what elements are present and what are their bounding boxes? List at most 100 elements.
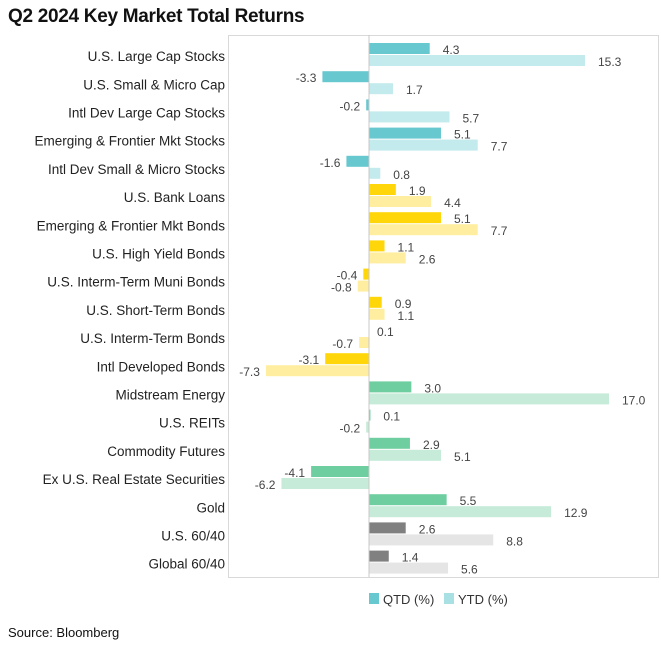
- qtd-data-label: 1.9: [409, 184, 426, 198]
- category-label: U.S. Large Cap Stocks: [88, 49, 226, 64]
- qtd-data-label: 2.9: [423, 438, 440, 452]
- ytd-bar: [369, 83, 393, 95]
- source-note: Source: Bloomberg: [8, 625, 120, 640]
- qtd-bar: [369, 437, 410, 449]
- category-label: Emerging & Frontier Mkt Bonds: [37, 218, 226, 233]
- qtd-data-label: -0.4: [337, 269, 358, 283]
- category-label: U.S. High Yield Bonds: [92, 247, 225, 262]
- ytd-data-label: 5.1: [454, 450, 471, 464]
- category-label: Intl Developed Bonds: [97, 359, 226, 374]
- qtd-data-label: 2.6: [419, 522, 436, 536]
- ytd-data-label: 5.6: [461, 563, 478, 577]
- ytd-data-label: -7.3: [239, 365, 260, 379]
- ytd-bar: [369, 111, 450, 123]
- qtd-data-label: -3.3: [296, 71, 317, 85]
- ytd-data-label: 7.7: [491, 224, 508, 238]
- category-label: U.S. Interm-Term Bonds: [80, 331, 225, 346]
- qtd-data-label: 0.1: [383, 410, 400, 424]
- category-label: Ex U.S. Real Estate Securities: [43, 472, 226, 487]
- ytd-data-label: -6.2: [255, 478, 276, 492]
- category-label: U.S. 60/40: [161, 529, 225, 544]
- ytd-bar: [265, 365, 369, 377]
- qtd-bar: [369, 381, 412, 393]
- qtd-data-label: 3.0: [424, 381, 441, 395]
- ytd-bar: [369, 308, 385, 320]
- category-label: Intl Dev Large Cap Stocks: [68, 106, 225, 121]
- qtd-data-label: 1.1: [398, 240, 415, 254]
- ytd-bar: [369, 139, 478, 151]
- category-label: Midstream Energy: [115, 388, 225, 403]
- ytd-data-label: 12.9: [564, 506, 588, 520]
- qtd-bar: [369, 184, 396, 195]
- ytd-data-label: 7.7: [491, 140, 508, 154]
- category-label: Emerging & Frontier Mkt Stocks: [34, 134, 225, 149]
- chart-title: Q2 2024 Key Market Total Returns: [8, 6, 305, 27]
- ytd-data-label: -0.8: [331, 281, 352, 295]
- ytd-bar: [369, 393, 609, 405]
- category-label: Gold: [196, 500, 225, 515]
- ytd-data-label: 17.0: [622, 393, 646, 407]
- qtd-data-label: 1.4: [402, 551, 419, 565]
- legend-label: QTD (%): [383, 592, 434, 607]
- legend-swatch: [444, 593, 454, 604]
- qtd-data-label: 0.9: [395, 297, 412, 311]
- legend-swatch: [369, 593, 379, 604]
- qtd-data-label: 4.3: [443, 43, 460, 57]
- ytd-data-label: 8.8: [506, 534, 523, 548]
- ytd-data-label: 15.3: [598, 55, 622, 69]
- plot-frame: [228, 35, 659, 578]
- qtd-bar: [369, 550, 389, 562]
- ytd-data-label: 2.6: [419, 252, 436, 266]
- ytd-bar: [357, 280, 369, 292]
- qtd-bar: [369, 43, 430, 54]
- qtd-bar: [366, 99, 369, 111]
- qtd-bar: [369, 494, 447, 506]
- category-label: U.S. Short-Term Bonds: [86, 303, 225, 318]
- qtd-bar: [363, 268, 369, 280]
- qtd-data-label: 5.5: [460, 494, 477, 508]
- ytd-data-label: -0.7: [332, 337, 353, 351]
- category-label: U.S. REITs: [159, 416, 225, 431]
- qtd-bar: [311, 466, 369, 477]
- ytd-data-label: 0.8: [393, 168, 410, 182]
- qtd-data-label: -1.6: [320, 156, 341, 170]
- ytd-data-label: 5.7: [462, 111, 479, 125]
- ytd-bar: [369, 534, 494, 546]
- ytd-data-label: -0.2: [339, 422, 360, 436]
- ytd-bar: [369, 252, 406, 264]
- qtd-bar: [369, 127, 441, 139]
- ytd-bar: [369, 506, 552, 518]
- qtd-bar: [322, 71, 369, 83]
- qtd-data-label: 0.1: [377, 325, 394, 339]
- ytd-data-label: 1.1: [398, 309, 415, 323]
- ytd-bar: [369, 196, 432, 207]
- ytd-bar: [369, 449, 441, 461]
- legend-label: YTD (%): [458, 592, 508, 607]
- qtd-bar: [369, 240, 385, 252]
- category-label: U.S. Bank Loans: [124, 190, 226, 205]
- qtd-bar: [369, 296, 382, 308]
- ytd-bar: [359, 337, 369, 348]
- qtd-data-label: -0.2: [339, 99, 360, 113]
- qtd-bar: [346, 155, 369, 167]
- ytd-data-label: 1.7: [406, 83, 423, 97]
- qtd-bar: [369, 212, 441, 224]
- ytd-data-label: 4.4: [444, 196, 461, 210]
- category-label: Commodity Futures: [107, 444, 225, 459]
- qtd-data-label: -4.1: [284, 466, 305, 480]
- category-label: Intl Dev Small & Micro Stocks: [48, 162, 225, 177]
- qtd-bar: [325, 353, 369, 365]
- qtd-data-label: 5.1: [454, 212, 471, 226]
- ytd-bar: [369, 562, 449, 574]
- ytd-bar: [369, 167, 381, 179]
- ytd-bar: [281, 478, 369, 489]
- qtd-bar: [369, 522, 406, 534]
- category-label: U.S. Small & Micro Cap: [83, 77, 225, 92]
- qtd-data-label: 5.1: [454, 128, 471, 142]
- category-label: U.S. Interm-Term Muni Bonds: [47, 275, 225, 290]
- ytd-bar: [369, 55, 585, 66]
- qtd-bar: [369, 409, 371, 421]
- category-label: Global 60/40: [148, 557, 225, 572]
- ytd-bar: [366, 421, 369, 433]
